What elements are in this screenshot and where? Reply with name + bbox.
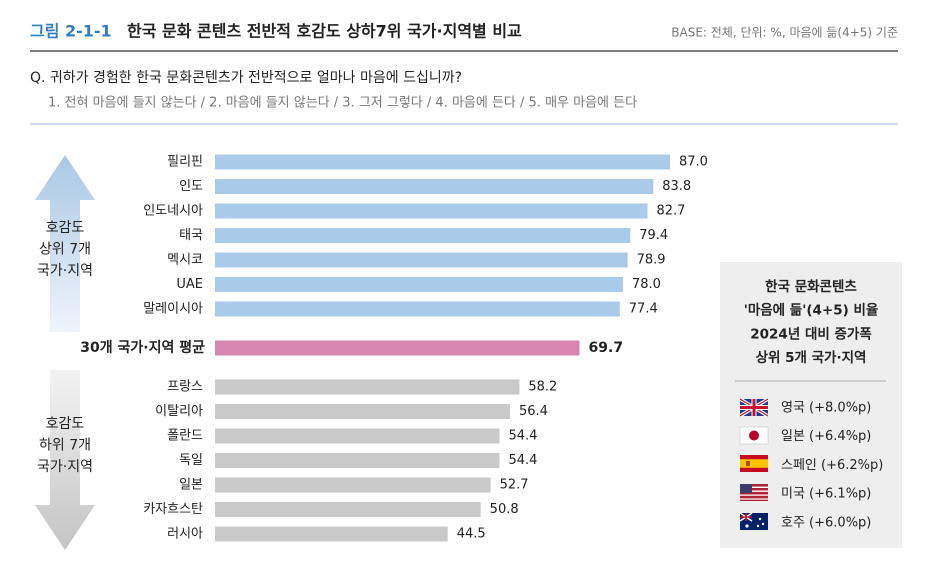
up-arrow bbox=[35, 155, 95, 332]
category-label: 일본 bbox=[179, 478, 203, 493]
bar bbox=[215, 526, 448, 542]
value-label: 78.9 bbox=[637, 253, 666, 268]
value-label: 78.0 bbox=[632, 277, 661, 292]
answer-options: 1. 전혀 마음에 들지 않는다 / 2. 마음에 들지 않는다 / 3. 그저… bbox=[48, 96, 637, 111]
category-label: 30개 국가·지역 평균 bbox=[80, 339, 205, 356]
category-label: 인도 bbox=[179, 179, 203, 194]
value-label: 77.4 bbox=[629, 302, 658, 317]
category-label: 카자흐스탄 bbox=[143, 502, 203, 517]
base-note: BASE: 전체, 단위: %, 마음에 듦(4+5) 기준 bbox=[671, 26, 898, 40]
bar bbox=[215, 477, 491, 493]
category-label: 독일 bbox=[179, 453, 203, 468]
value-label: 58.2 bbox=[528, 380, 557, 395]
panel-item: 일본 (+6.4%p) bbox=[781, 429, 871, 444]
bar bbox=[215, 203, 648, 219]
category-label: 러시아 bbox=[167, 527, 203, 542]
panel-item: 스페인 (+6.2%p) bbox=[781, 458, 883, 473]
bar bbox=[215, 502, 481, 517]
panel-title: 한국 문화콘텐츠 bbox=[765, 278, 857, 295]
value-label: 44.5 bbox=[457, 527, 486, 542]
value-label: 50.8 bbox=[490, 502, 519, 517]
panel-item: 호주 (+6.0%p) bbox=[781, 515, 871, 530]
panel-item: 미국 (+6.1%p) bbox=[781, 487, 871, 502]
bar bbox=[215, 301, 620, 317]
flag-usa bbox=[740, 484, 768, 501]
bar bbox=[215, 228, 631, 243]
category-label: 멕시코 bbox=[167, 253, 203, 268]
panel-item: 영국 (+8.0%p) bbox=[781, 401, 871, 416]
bar bbox=[215, 428, 500, 444]
panel-title: 상위 5개 국가·지역 bbox=[756, 349, 867, 366]
value-label: 52.7 bbox=[500, 478, 529, 493]
category-label: 말레이시아 bbox=[143, 302, 203, 317]
value-label: 82.7 bbox=[657, 204, 686, 219]
side-label: 국가·지역 bbox=[37, 459, 93, 475]
bar-chart: 필리핀 87.0 인도 83.8 인도네시아 82.7 태국 79.4 멕시코 78.9 UAE 78… bbox=[80, 154, 708, 542]
panel-title: '마음에 듦'(4+5) 비율 bbox=[744, 302, 879, 319]
panel-title: 2024년 대비 증가폭 bbox=[750, 326, 872, 342]
value-label: 54.4 bbox=[509, 429, 538, 444]
flag-australia bbox=[739, 512, 768, 530]
flag-spain bbox=[740, 455, 768, 472]
bar bbox=[215, 340, 580, 356]
figure-title: 한국 문화 콘텐츠 전반적 호감도 상하7위 국가·지역별 비교 bbox=[127, 22, 522, 41]
side-label: 호감도 bbox=[46, 220, 85, 236]
value-label: 56.4 bbox=[519, 404, 548, 419]
figure-number: 그림 2-1-1 bbox=[30, 22, 112, 41]
bar bbox=[215, 252, 628, 268]
flag-japan bbox=[739, 426, 769, 445]
category-label: 필리핀 bbox=[167, 155, 203, 170]
flag-uk bbox=[739, 397, 769, 418]
side-label: 국가·지역 bbox=[37, 263, 93, 279]
category-label: 프랑스 bbox=[167, 380, 203, 395]
category-label: UAE bbox=[176, 277, 203, 292]
value-label: 69.7 bbox=[589, 340, 624, 356]
value-label: 83.8 bbox=[662, 179, 691, 194]
bar bbox=[215, 154, 670, 170]
side-label: 호감도 bbox=[46, 416, 85, 432]
side-label: 상위 7개 bbox=[39, 242, 91, 258]
question: Q. 귀하가 경험한 한국 문화콘텐츠가 전반적으로 얼마나 마음에 드십니까? bbox=[30, 70, 462, 86]
bar bbox=[215, 277, 623, 292]
category-label: 인도네시아 bbox=[143, 204, 203, 219]
category-label: 이탈리아 bbox=[155, 404, 203, 419]
category-label: 폴란드 bbox=[167, 429, 203, 444]
value-label: 54.4 bbox=[509, 453, 538, 468]
side-label: 하위 7개 bbox=[39, 438, 91, 454]
value-label: 79.4 bbox=[639, 228, 668, 243]
bar bbox=[215, 453, 500, 468]
bar bbox=[215, 379, 520, 395]
value-label: 87.0 bbox=[679, 155, 708, 170]
bar bbox=[215, 404, 510, 419]
bar bbox=[215, 179, 654, 194]
category-label: 태국 bbox=[179, 228, 203, 243]
down-arrow bbox=[35, 370, 95, 550]
